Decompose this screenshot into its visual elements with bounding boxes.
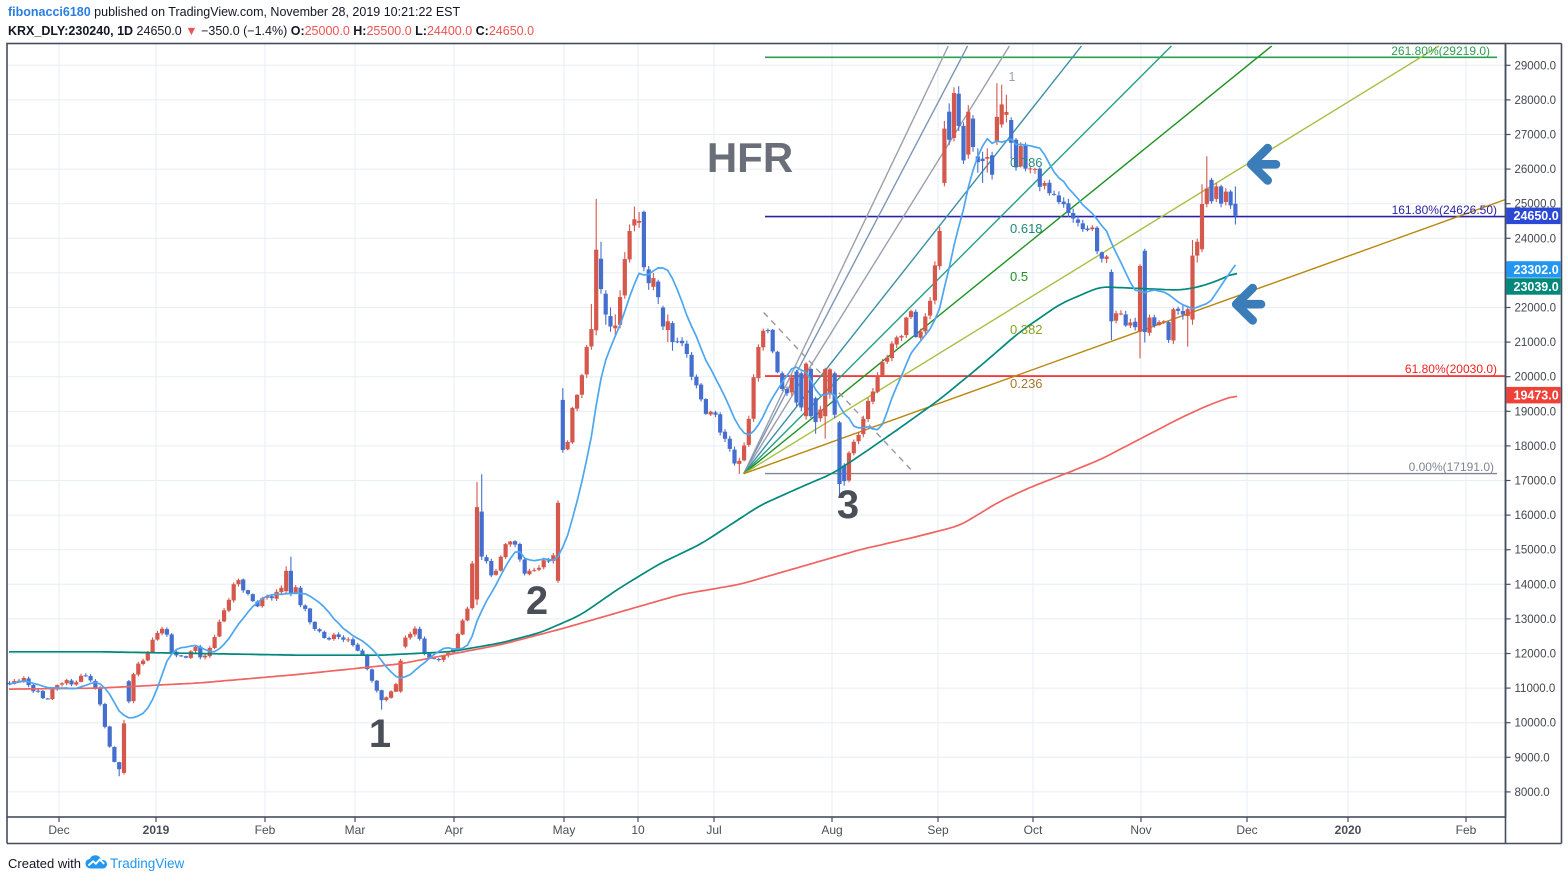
svg-text:Apr: Apr: [445, 823, 464, 837]
svg-text:12000.0: 12000.0: [1515, 649, 1557, 661]
svg-text:261.80%(29219.0): 261.80%(29219.0): [1391, 44, 1490, 58]
svg-text:18000.0: 18000.0: [1515, 441, 1557, 453]
svg-text:19473.0: 19473.0: [1514, 389, 1559, 403]
svg-text:Oct: Oct: [1024, 823, 1043, 837]
svg-text:0.00%(17191.0): 0.00%(17191.0): [1409, 460, 1494, 474]
svg-text:Aug: Aug: [821, 823, 842, 837]
svg-text:1: 1: [1009, 70, 1016, 84]
svg-text:15000.0: 15000.0: [1515, 545, 1557, 557]
svg-text:24000.0: 24000.0: [1515, 233, 1557, 245]
svg-text:Jul: Jul: [706, 823, 721, 837]
svg-text:19000.0: 19000.0: [1515, 406, 1557, 418]
svg-text:9000.0: 9000.0: [1515, 752, 1550, 764]
svg-text:10000.0: 10000.0: [1515, 718, 1557, 730]
svg-text:0.236: 0.236: [1010, 376, 1043, 391]
svg-text:Nov: Nov: [1130, 823, 1151, 837]
svg-text:0.618: 0.618: [1010, 221, 1043, 236]
svg-text:Created with: Created with: [8, 856, 81, 871]
svg-text:14000.0: 14000.0: [1515, 579, 1557, 591]
svg-text:TradingView: TradingView: [110, 856, 185, 871]
svg-text:23039.0: 23039.0: [1514, 280, 1559, 294]
svg-text:KRX_DLY:230240, 1D 24650.0 ▼ −: KRX_DLY:230240, 1D 24650.0 ▼ −350.0 (−1.…: [8, 24, 534, 38]
svg-text:24650.0: 24650.0: [1514, 209, 1559, 223]
svg-text:27000.0: 27000.0: [1515, 130, 1557, 142]
svg-text:20000.0: 20000.0: [1515, 372, 1557, 384]
svg-text:HFR: HFR: [707, 134, 793, 181]
svg-text:0.382: 0.382: [1010, 322, 1043, 337]
svg-text:2020: 2020: [1335, 823, 1362, 837]
svg-text:8000.0: 8000.0: [1515, 787, 1550, 799]
svg-text:29000.0: 29000.0: [1515, 60, 1557, 72]
svg-text:28000.0: 28000.0: [1515, 95, 1557, 107]
svg-text:161.80%(24626.50): 161.80%(24626.50): [1392, 203, 1497, 217]
svg-text:2019: 2019: [143, 823, 170, 837]
svg-text:Sep: Sep: [927, 823, 949, 837]
svg-text:23302.0: 23302.0: [1514, 263, 1559, 277]
svg-text:0.5: 0.5: [1010, 269, 1028, 284]
svg-text:61.80%(20030.0): 61.80%(20030.0): [1405, 362, 1497, 376]
svg-text:fibonacci6180 published on Tra: fibonacci6180 published on TradingView.c…: [8, 5, 460, 19]
svg-text:26000.0: 26000.0: [1515, 164, 1557, 176]
svg-text:11000.0: 11000.0: [1515, 683, 1556, 695]
svg-text:0.786: 0.786: [1010, 155, 1043, 170]
svg-text:May: May: [553, 823, 576, 837]
svg-text:Feb: Feb: [255, 823, 276, 837]
svg-text:Feb: Feb: [1456, 823, 1477, 837]
svg-text:17000.0: 17000.0: [1515, 476, 1557, 488]
svg-text:Dec: Dec: [48, 823, 69, 837]
svg-text:3: 3: [837, 483, 859, 527]
svg-text:21000.0: 21000.0: [1515, 337, 1557, 349]
svg-text:10: 10: [631, 823, 645, 837]
svg-text:Dec: Dec: [1236, 823, 1257, 837]
svg-text:16000.0: 16000.0: [1515, 510, 1557, 522]
svg-text:1: 1: [369, 712, 391, 756]
svg-text:2: 2: [526, 579, 548, 623]
svg-text:Mar: Mar: [345, 823, 366, 837]
svg-text:13000.0: 13000.0: [1515, 614, 1557, 626]
svg-text:22000.0: 22000.0: [1515, 303, 1557, 315]
